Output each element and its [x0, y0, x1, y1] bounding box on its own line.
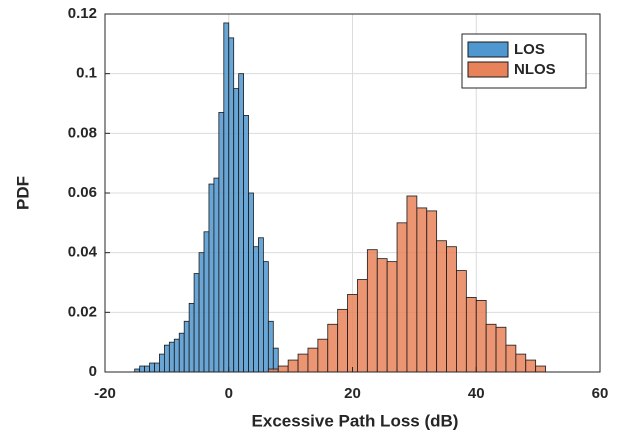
bar	[525, 359, 537, 373]
y-tick-label: 0.02	[68, 303, 97, 320]
bar	[193, 273, 200, 373]
bar	[159, 353, 165, 373]
bar	[223, 22, 230, 373]
bar	[465, 297, 477, 373]
bar	[337, 308, 348, 373]
y-tick-label: 0.1	[76, 65, 97, 82]
bar	[307, 347, 319, 373]
bar	[297, 353, 309, 373]
bar	[139, 365, 145, 373]
bar	[144, 365, 150, 373]
bar	[248, 192, 254, 373]
bar	[178, 332, 185, 373]
bar	[505, 344, 517, 373]
bar	[243, 115, 249, 373]
bar	[272, 347, 279, 373]
bar	[168, 341, 175, 373]
bar	[262, 261, 269, 373]
bar	[154, 362, 160, 373]
legend-label: NLOS	[514, 61, 556, 78]
bar	[357, 279, 368, 373]
bar	[485, 323, 497, 373]
bar	[267, 320, 274, 373]
bar	[317, 338, 329, 373]
bar	[218, 112, 225, 373]
y-tick-label: 0.04	[68, 244, 98, 261]
bar	[366, 249, 378, 373]
bar	[213, 177, 220, 373]
bar	[277, 365, 289, 373]
x-tick-label: 0	[225, 385, 233, 402]
bar	[203, 231, 210, 373]
bar	[327, 323, 339, 373]
legend-swatch	[467, 41, 509, 58]
bar	[253, 246, 259, 373]
bar	[406, 195, 418, 373]
bar	[446, 246, 457, 373]
bar	[258, 237, 264, 373]
y-tick-label: 0.06	[68, 184, 97, 201]
bar	[173, 338, 180, 373]
bar	[436, 240, 447, 373]
bar	[198, 252, 205, 373]
legend-swatch	[467, 61, 509, 78]
legend: LOS NLOS	[461, 33, 587, 89]
bar	[515, 353, 527, 373]
bar	[233, 88, 240, 373]
bar	[386, 261, 398, 373]
y-tick-label: 0.08	[68, 124, 97, 141]
y-tick-label: 0	[89, 363, 97, 380]
bar	[456, 270, 467, 373]
bar	[535, 365, 546, 373]
bar	[188, 302, 195, 373]
x-tick-label: -20	[94, 385, 116, 402]
x-tick-label: 20	[344, 385, 361, 402]
bar	[416, 207, 428, 373]
legend-label: LOS	[514, 41, 545, 58]
bar	[475, 299, 487, 373]
bar	[287, 359, 299, 373]
bar	[396, 222, 408, 373]
bar	[183, 320, 190, 373]
bar	[238, 73, 244, 373]
bar	[228, 37, 235, 373]
bar	[347, 294, 358, 373]
bar	[208, 183, 215, 373]
bar	[426, 210, 438, 373]
bar	[495, 326, 507, 373]
y-axis-label: PDF	[13, 176, 32, 210]
y-tick-label: 0.12	[68, 5, 97, 22]
x-axis-label: Excessive Path Loss (dB)	[252, 411, 459, 430]
bar	[163, 344, 170, 373]
bar	[376, 258, 388, 373]
bar	[149, 362, 155, 373]
x-tick-label: 60	[592, 385, 609, 402]
x-tick-label: 40	[468, 385, 485, 402]
